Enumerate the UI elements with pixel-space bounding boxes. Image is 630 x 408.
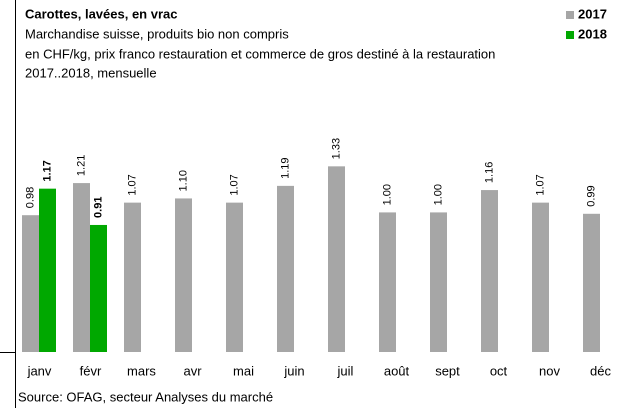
bar (379, 212, 396, 352)
bar (532, 202, 549, 352)
x-tick-label: janv (27, 363, 52, 378)
subtitle: Marchandise suisse, produits bio non com… (25, 26, 289, 41)
bar (90, 224, 107, 352)
bar (277, 185, 294, 352)
value-label: 1.07 (534, 174, 546, 195)
value-label: 1.21 (75, 155, 87, 176)
subtitle: en CHF/kg, prix franco restauration et c… (25, 46, 495, 61)
x-tick-label: déc (590, 363, 611, 378)
bar (175, 198, 192, 352)
value-label: 0.98 (24, 187, 36, 208)
bar (328, 166, 345, 352)
x-tick-label: nov (539, 363, 560, 378)
bar (226, 202, 243, 352)
bar (73, 183, 90, 352)
legend-label: 2018 (578, 26, 607, 41)
subtitle: 2017..2018, mensuelle (25, 65, 157, 80)
value-label: 1.19 (279, 157, 291, 178)
value-label: 1.16 (483, 162, 495, 183)
bar (22, 215, 39, 352)
x-tick-label: juil (337, 363, 354, 378)
source: Source: OFAG, secteur Analyses du marché (18, 389, 273, 404)
value-label: 1.00 (432, 184, 444, 205)
bar (481, 190, 498, 352)
x-tick-label: oct (490, 363, 508, 378)
value-label: 1.33 (330, 138, 342, 159)
bar (583, 213, 600, 352)
value-label: 1.17 (41, 160, 53, 181)
bar (430, 212, 447, 352)
bar (124, 202, 141, 352)
value-label: 1.07 (126, 174, 138, 195)
chart-title: Carottes, lavées, en vrac (25, 6, 177, 21)
bar (39, 188, 56, 352)
x-tick-label: août (384, 363, 410, 378)
x-tick-label: mai (233, 363, 254, 378)
x-tick-label: juin (283, 363, 304, 378)
legend-label: 2017 (578, 6, 607, 21)
x-tick-label: févr (80, 363, 102, 378)
value-label: 0.99 (585, 185, 597, 206)
value-label: 0.91 (92, 197, 104, 218)
value-label: 1.00 (381, 184, 393, 205)
x-tick-label: avr (183, 363, 202, 378)
legend-swatch (566, 11, 574, 19)
legend-swatch (566, 31, 574, 39)
x-tick-label: mars (127, 363, 156, 378)
value-label: 1.10 (177, 170, 189, 191)
x-tick-label: sept (435, 363, 460, 378)
value-label: 1.07 (228, 174, 240, 195)
